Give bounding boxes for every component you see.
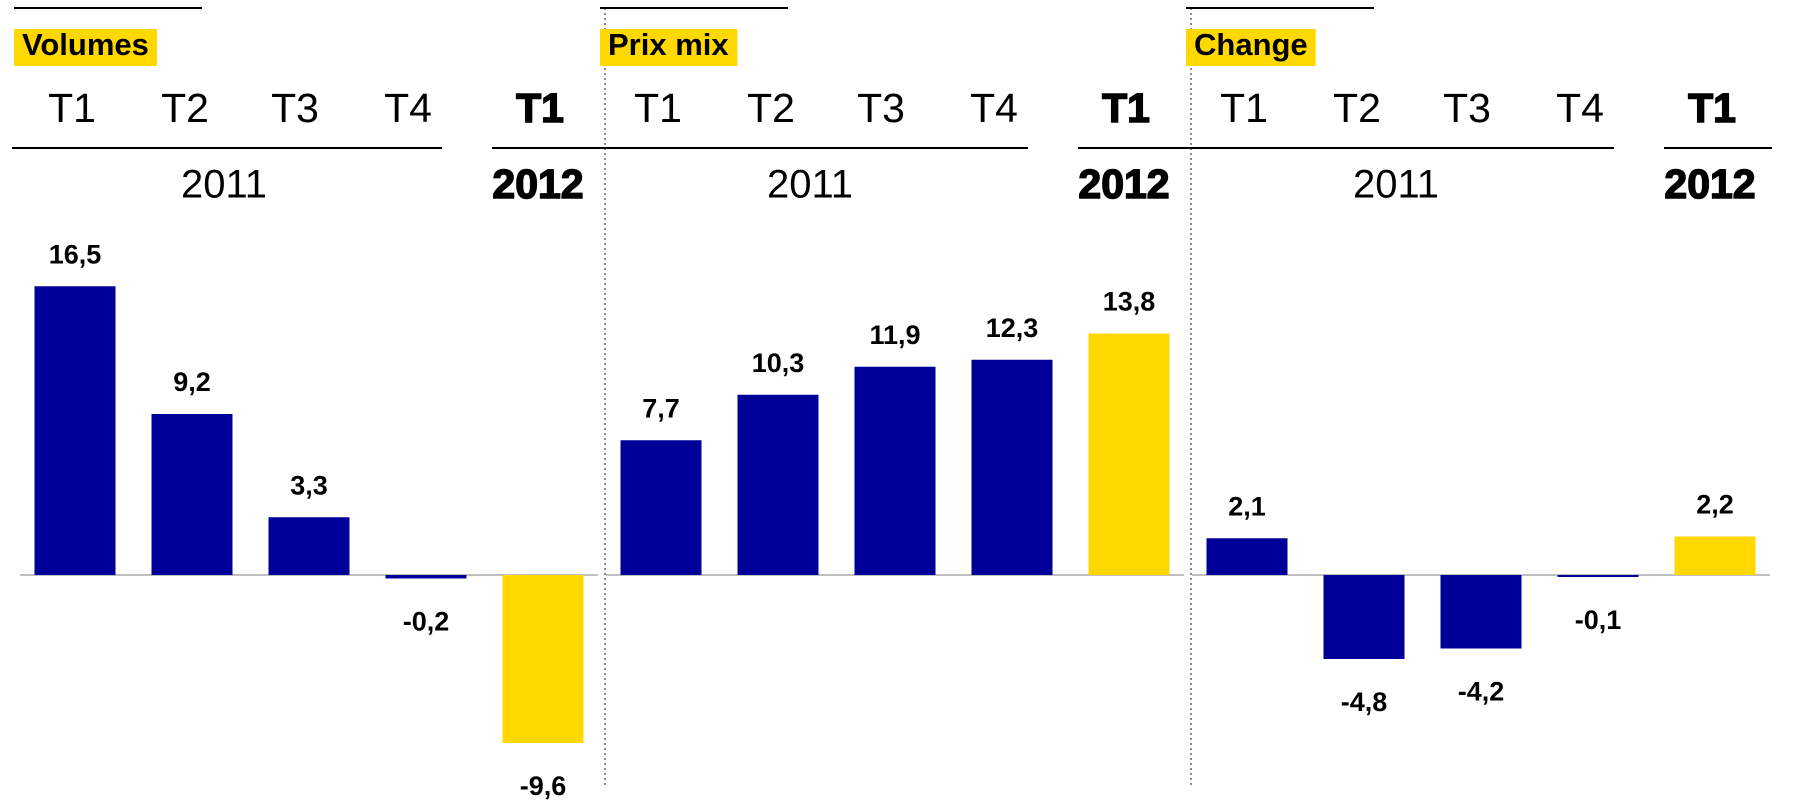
bar [854,366,936,575]
bar [151,414,233,575]
group-label: 2011 [1353,163,1439,207]
value-label: -4,2 [1458,677,1505,707]
category-label: T2 [161,85,209,131]
value-label: -0,1 [1575,605,1622,635]
value-label: 13,8 [1103,287,1156,317]
category-label: T4 [1556,85,1604,131]
value-label: 12,3 [986,313,1039,343]
bar [502,575,584,743]
group-label: 2011 [767,163,853,207]
bar [1206,538,1288,575]
bar [268,517,350,575]
category-label: T1 [1688,85,1736,131]
bar [1440,575,1522,649]
category-label: T2 [1333,85,1381,131]
panel-title: Volumes [22,27,149,62]
value-label: 16,5 [49,239,102,269]
title-highlight [600,29,738,66]
category-label: T4 [384,85,432,131]
value-label: 11,9 [869,320,920,350]
category-label: T1 [1220,85,1268,131]
value-label: 2,1 [1228,491,1266,521]
bar [971,359,1053,575]
panel-title: Prix mix [608,27,729,62]
value-label: 2,2 [1696,490,1734,520]
bar [737,394,819,575]
bar [620,440,702,575]
category-label: T3 [271,85,319,131]
value-label: 3,3 [290,470,328,500]
group-label: 2012 [1664,161,1755,207]
category-label: T2 [747,85,795,131]
category-label: T1 [1102,85,1150,131]
category-label: T3 [1443,85,1491,131]
value-label: 10,3 [752,348,805,378]
bar [1088,333,1170,575]
category-label: T4 [970,85,1018,131]
bar [385,575,467,579]
bar [1674,536,1756,575]
value-label: -0,2 [403,607,450,637]
bar [34,286,116,575]
panel-title: Change [1194,27,1308,62]
category-label: T3 [857,85,905,131]
value-label: -9,6 [520,771,567,801]
group-label: 2012 [1078,161,1169,207]
bar [1557,575,1639,577]
title-highlight [14,29,157,66]
bar [1323,575,1405,659]
group-label: 2012 [492,161,583,207]
value-label: -4,8 [1341,687,1388,717]
group-label: 2011 [181,163,267,207]
category-label: T1 [516,85,564,131]
title-highlight [1186,29,1316,66]
value-label: 7,7 [642,393,680,423]
category-label: T1 [48,85,96,131]
category-label: T1 [634,85,682,131]
value-label: 9,2 [173,367,211,397]
